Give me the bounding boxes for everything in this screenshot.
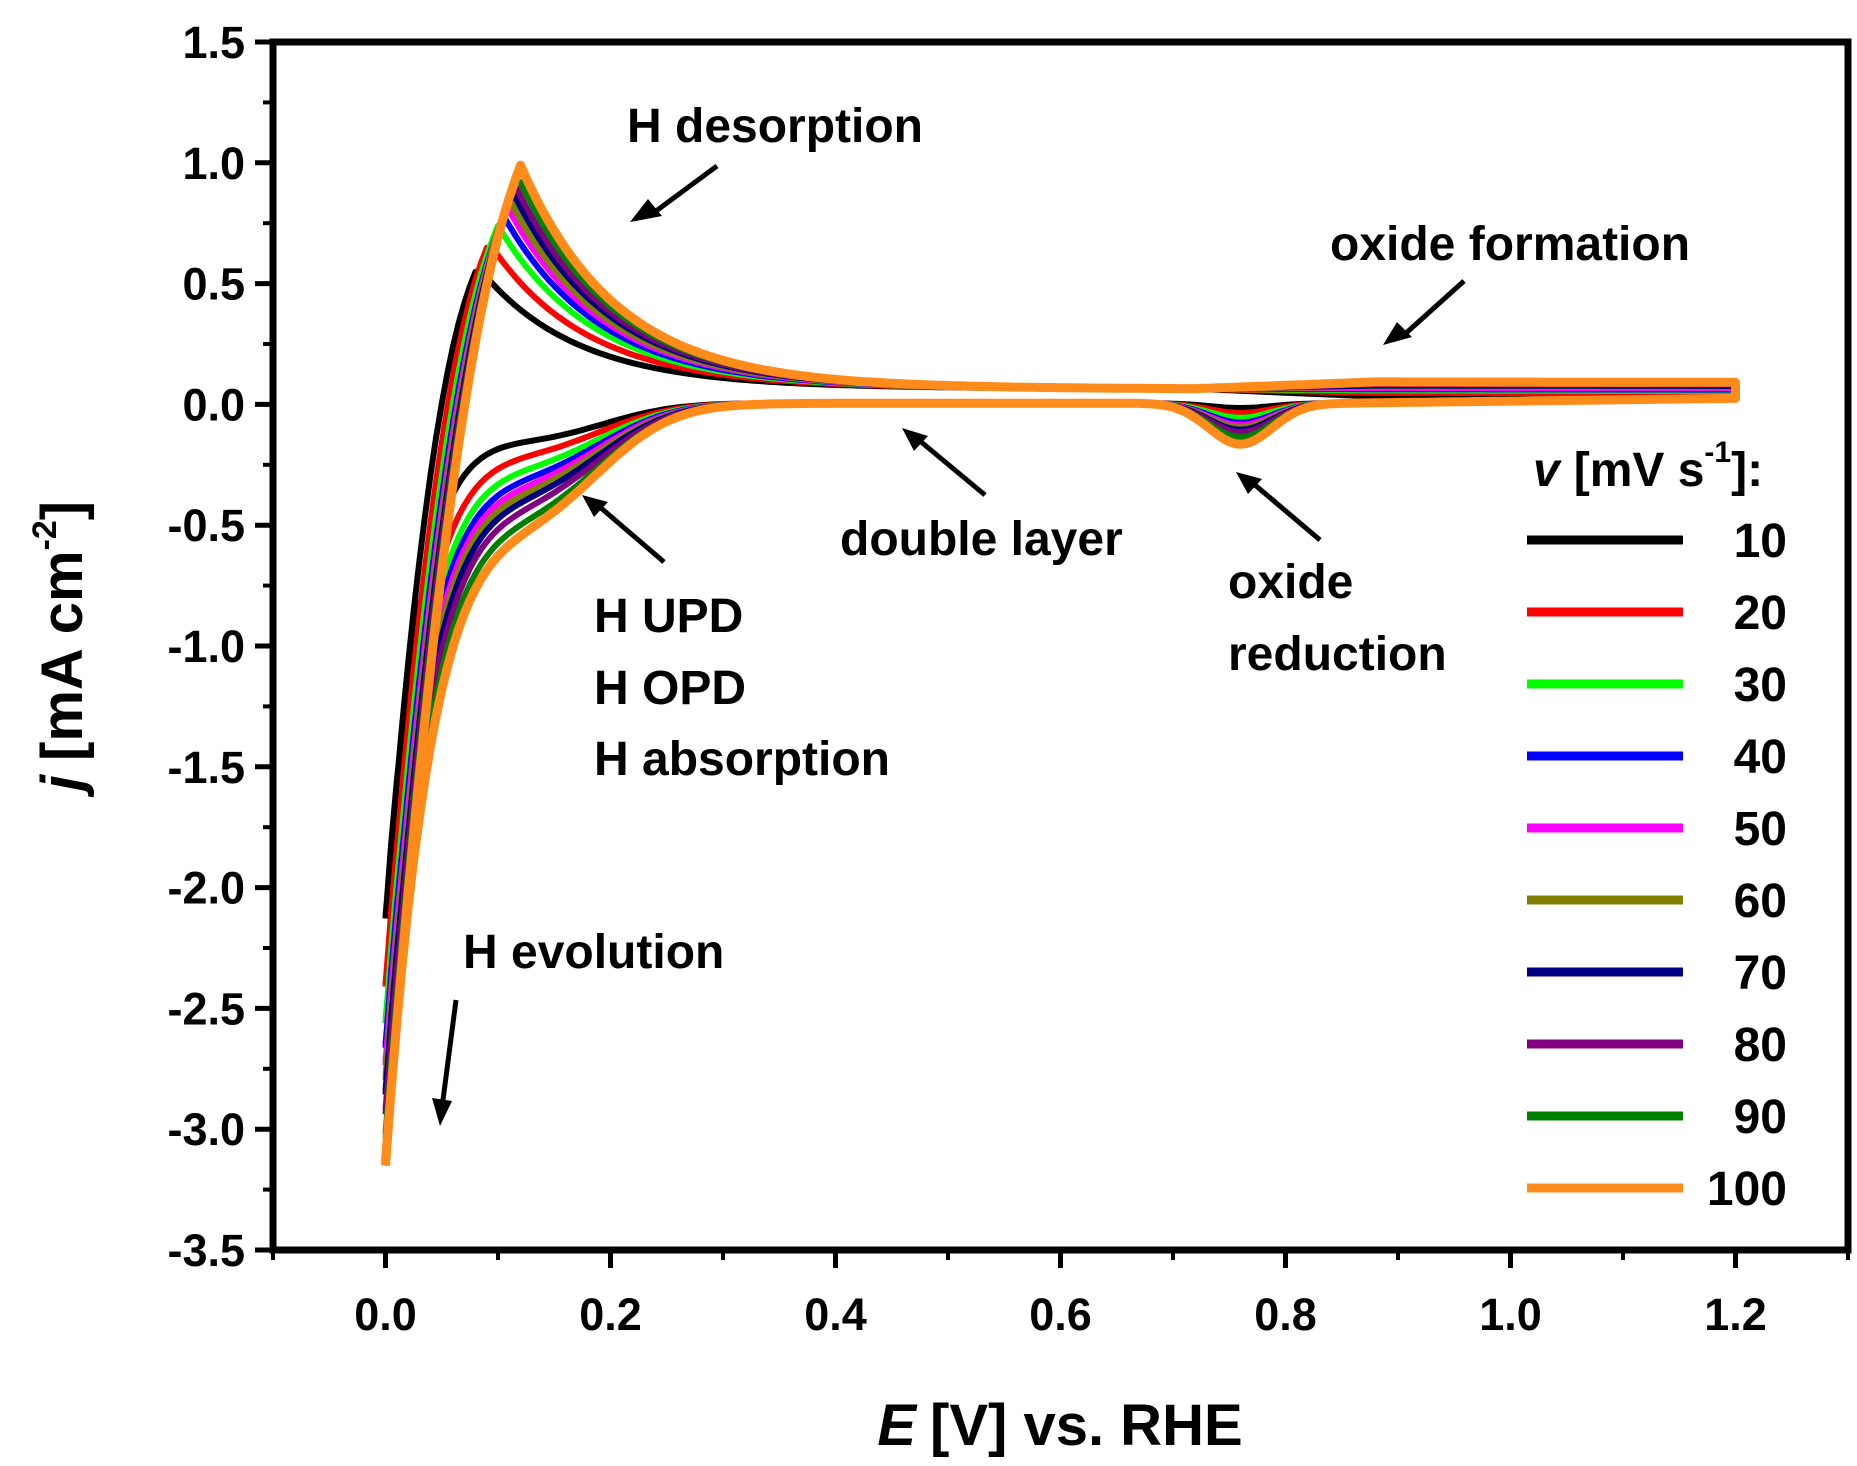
arrow-oxide-formation <box>1383 279 1466 345</box>
y-tick-label: 0.5 <box>182 259 245 310</box>
series-curves <box>381 160 1740 1167</box>
series-line-100 <box>381 160 1740 1167</box>
series-line-20 <box>382 244 1739 987</box>
annotation-h-opd: H OPD <box>594 662 746 715</box>
y-tick-label: -2.0 <box>167 863 245 914</box>
x-tick-label: 1.0 <box>1479 1289 1542 1340</box>
x-axis-title: E [V] vs. RHE <box>877 1393 1242 1458</box>
y-axis-title: j[mA cm-2] <box>26 501 95 798</box>
legend-label-100: 100 <box>1707 1163 1787 1216</box>
annotation-oxide-formation: oxide formation <box>1330 218 1690 271</box>
arrow-h-upd <box>582 495 666 564</box>
annotation-oxide-reduction-line2: reduction <box>1228 628 1447 681</box>
x-tick-label: 0.8 <box>1254 1289 1317 1340</box>
annotation-arrows <box>432 163 1466 1126</box>
y-tick-label: 1.0 <box>182 138 245 189</box>
arrow-oxide-reduction <box>1236 472 1322 542</box>
y-tick-label: -0.5 <box>167 500 245 551</box>
legend-label-30: 30 <box>1734 659 1787 712</box>
annotation-h-upd: H UPD <box>594 590 743 643</box>
x-tick-label: 0.0 <box>354 1289 417 1340</box>
legend-label-50: 50 <box>1734 803 1787 856</box>
legend-label-80: 80 <box>1734 1019 1787 1072</box>
annotation-h-desorption: H desorption <box>627 100 923 153</box>
series-line-40 <box>382 213 1739 1049</box>
y-tick-label: -3.5 <box>167 1225 245 1276</box>
series-line-10 <box>382 267 1739 919</box>
axis-ticks <box>255 39 1850 1268</box>
y-tick-label: -2.5 <box>167 983 245 1034</box>
annotation-double-layer: double layer <box>840 513 1123 566</box>
arrow-double-layer <box>902 428 987 497</box>
legend-label-60: 60 <box>1734 875 1787 928</box>
y-tick-label: -1.0 <box>167 621 245 672</box>
y-tick-label: 0.0 <box>182 379 245 430</box>
legend: v [mV s-1]: 10 20 30 40 50 60 70 80 90 100 <box>1527 436 1787 1216</box>
x-tick-label: 0.2 <box>579 1289 642 1340</box>
x-tick-label: 1.2 <box>1704 1289 1767 1340</box>
y-tick-label: -3.0 <box>167 1104 245 1155</box>
legend-label-90: 90 <box>1734 1091 1787 1144</box>
annotation-oxide-reduction-line1: oxide <box>1228 556 1353 609</box>
y-tick-label: 1.5 <box>182 17 245 68</box>
x-tick-label: 0.6 <box>1029 1289 1092 1340</box>
legend-label-10: 10 <box>1734 515 1787 568</box>
x-tick-label: 0.4 <box>804 1289 867 1340</box>
legend-label-20: 20 <box>1734 587 1787 640</box>
annotation-h-absorption: H absorption <box>594 733 890 786</box>
legend-title: v [mV s-1]: <box>1533 436 1763 497</box>
axis-tick-labels: 0.0 0.2 0.4 0.6 0.8 1.0 1.2 1.5 1.0 0.5 0.0 -0.5 -1.… <box>167 17 1766 1340</box>
annotation-h-evolution: H evolution <box>463 926 724 979</box>
legend-label-40: 40 <box>1734 731 1787 784</box>
annotations: H desorption oxide formation double laye… <box>463 100 1690 979</box>
y-tick-label: -1.5 <box>167 742 245 793</box>
legend-entries: 10 20 30 40 50 60 70 80 90 100 <box>1527 515 1787 1216</box>
legend-label-70: 70 <box>1734 947 1787 1000</box>
arrow-h-evolution <box>432 999 459 1126</box>
arrow-h-desorption <box>630 163 719 222</box>
